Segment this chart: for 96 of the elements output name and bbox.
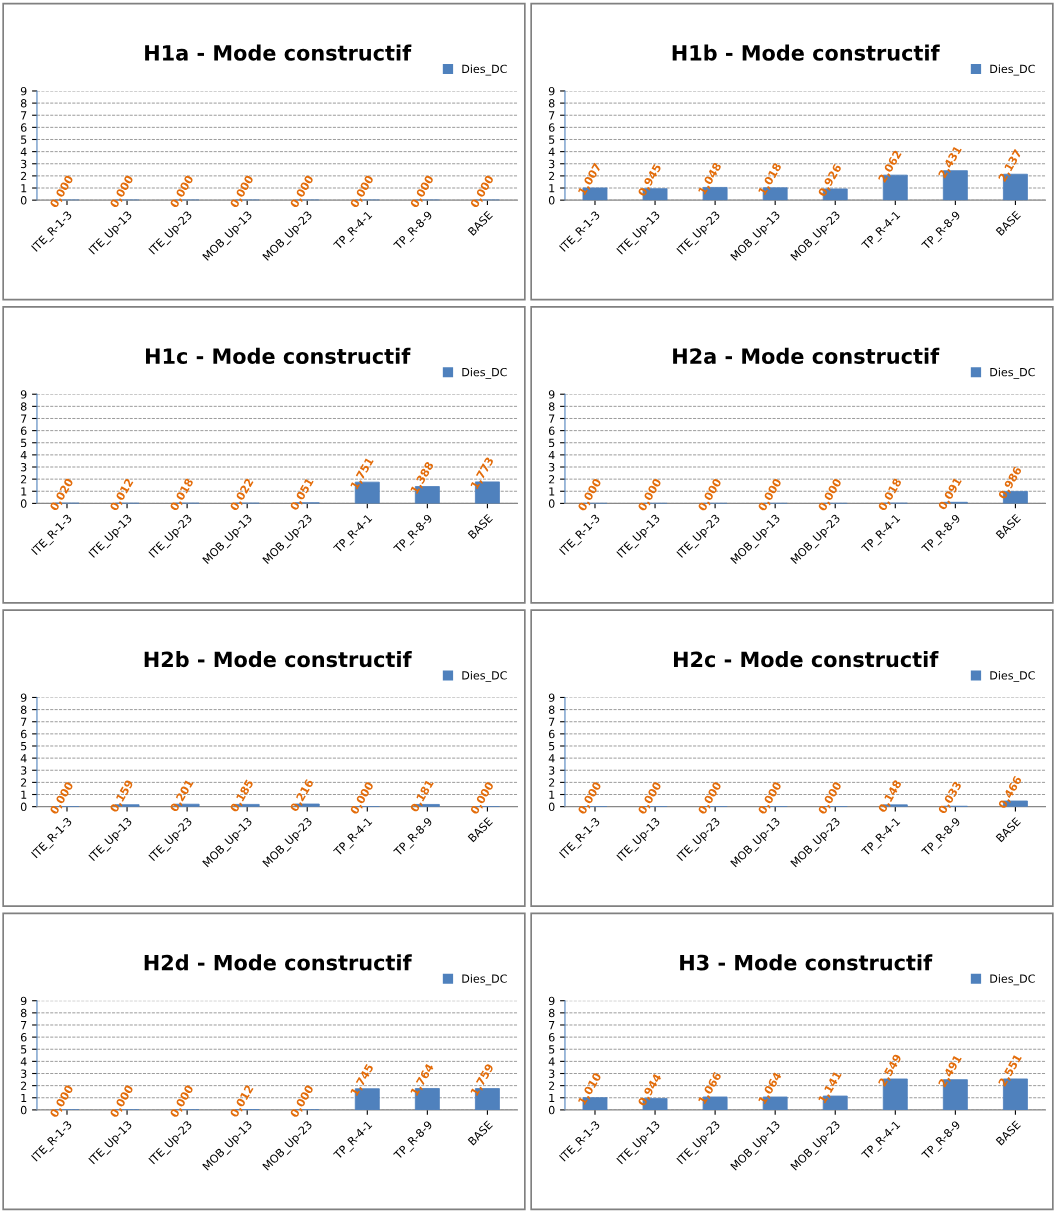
y-tick-label: 0	[20, 499, 27, 508]
y-tick-label: 9	[20, 86, 27, 96]
y-tick-label: 0	[548, 802, 555, 812]
y-tick-label: 5	[21, 1045, 27, 1054]
y-tick-label: 5	[549, 742, 555, 751]
y-tick-label: 7	[549, 111, 555, 120]
chart-title: H1b - Mode constructif	[672, 44, 940, 61]
chart-title: H2b - Mode constructif	[144, 651, 412, 668]
y-tick-label: 2	[548, 171, 555, 181]
y-tick-label: 7	[549, 414, 555, 423]
legend-label: Dies_DC	[462, 974, 507, 986]
y-tick-label: 9	[20, 390, 27, 399]
y-tick-label: 6	[20, 123, 27, 132]
y-tick-label: 9	[20, 693, 27, 702]
y-tick-label: 5	[21, 438, 27, 448]
y-tick-label: 3	[21, 159, 27, 169]
y-tick-label: 6	[20, 426, 27, 435]
y-tick-label: 5	[21, 742, 27, 751]
y-tick-label: 4	[20, 754, 27, 763]
y-tick-label: 8	[548, 1008, 555, 1018]
y-tick-label: 6	[548, 729, 555, 739]
y-tick-label: 0	[20, 1105, 27, 1115]
y-tick-label: 4	[20, 451, 27, 460]
chart-title: H2d - Mode constructif	[144, 954, 412, 971]
y-tick-label: 3	[21, 766, 27, 775]
y-tick-label: 1	[21, 790, 27, 799]
y-tick-label: 6	[548, 426, 555, 435]
y-tick-label: 8	[548, 705, 555, 714]
y-tick-label: 6	[548, 1033, 555, 1042]
y-tick-label: 6	[20, 729, 27, 739]
legend-label: Dies_DC	[462, 367, 507, 379]
chart-title: H1c - Mode constructif	[145, 347, 411, 364]
y-tick-label: 8	[20, 705, 27, 714]
y-tick-label: 1	[549, 1093, 555, 1102]
y-tick-label: 2	[20, 475, 27, 484]
y-tick-label: 2	[548, 475, 555, 484]
y-tick-label: 9	[548, 390, 555, 399]
y-tick-label: 1	[21, 1093, 27, 1102]
y-tick-label: 7	[549, 1021, 555, 1030]
y-tick-label: 1	[21, 487, 27, 496]
y-tick-label: 2	[20, 171, 27, 181]
y-tick-label: 8	[20, 1008, 27, 1018]
y-tick-label: 9	[548, 86, 555, 96]
y-tick-label: 0	[548, 499, 555, 508]
y-tick-label: 4	[20, 147, 27, 156]
y-tick-label: 0	[20, 196, 27, 205]
y-tick-label: 4	[20, 1057, 27, 1066]
y-tick-label: 3	[549, 159, 555, 169]
y-tick-label: 0	[548, 1105, 555, 1115]
y-tick-label: 5	[21, 135, 27, 144]
chart-title: H2c - Mode constructif	[673, 651, 939, 668]
y-tick-label: 2	[548, 778, 555, 787]
y-tick-label: 4	[548, 1057, 555, 1066]
legend-label: Dies_DC	[462, 64, 507, 76]
y-tick-label: 0	[20, 802, 27, 812]
legend-label: Dies_DC	[462, 670, 507, 683]
y-tick-label: 5	[549, 1045, 555, 1054]
y-tick-label: 1	[549, 487, 555, 496]
y-tick-label: 5	[549, 438, 555, 448]
y-tick-label: 3	[21, 462, 27, 472]
y-tick-label: 7	[21, 111, 27, 120]
y-tick-label: 7	[21, 1021, 27, 1030]
y-tick-label: 6	[20, 1033, 27, 1042]
y-tick-label: 0	[548, 196, 555, 205]
y-tick-label: 1	[549, 790, 555, 799]
y-tick-label: 2	[548, 1081, 555, 1090]
y-tick-label: 8	[20, 402, 27, 411]
y-tick-label: 7	[21, 717, 27, 726]
legend-label: Dies_DC	[990, 974, 1035, 986]
y-tick-label: 3	[21, 1069, 27, 1078]
y-tick-label: 6	[548, 123, 555, 132]
y-tick-label: 8	[548, 402, 555, 411]
y-tick-label: 3	[549, 462, 555, 472]
y-tick-label: 1	[21, 184, 27, 193]
chart-title: H3 - Mode constructif	[680, 954, 933, 971]
chart-title: H1a - Mode constructif	[145, 44, 412, 61]
legend-label: Dies_DC	[990, 367, 1035, 379]
legend-label: Dies_DC	[990, 670, 1035, 683]
y-tick-label: 2	[20, 1081, 27, 1090]
y-tick-label: 9	[20, 996, 27, 1006]
y-tick-label: 5	[549, 135, 555, 144]
y-tick-label: 9	[548, 693, 555, 702]
y-tick-label: 8	[20, 99, 27, 108]
chart-title: H2a - Mode constructif	[673, 347, 940, 364]
y-tick-label: 4	[548, 451, 555, 460]
y-tick-label: 3	[549, 766, 555, 775]
y-tick-label: 7	[549, 717, 555, 726]
y-tick-label: 7	[21, 414, 27, 423]
y-tick-label: 1	[549, 184, 555, 193]
y-tick-label: 9	[548, 996, 555, 1006]
legend-label: Dies_DC	[990, 64, 1035, 76]
y-tick-label: 3	[549, 1069, 555, 1078]
y-tick-label: 2	[20, 778, 27, 787]
y-tick-label: 8	[548, 99, 555, 108]
y-tick-label: 4	[548, 754, 555, 763]
y-tick-label: 4	[548, 147, 555, 156]
